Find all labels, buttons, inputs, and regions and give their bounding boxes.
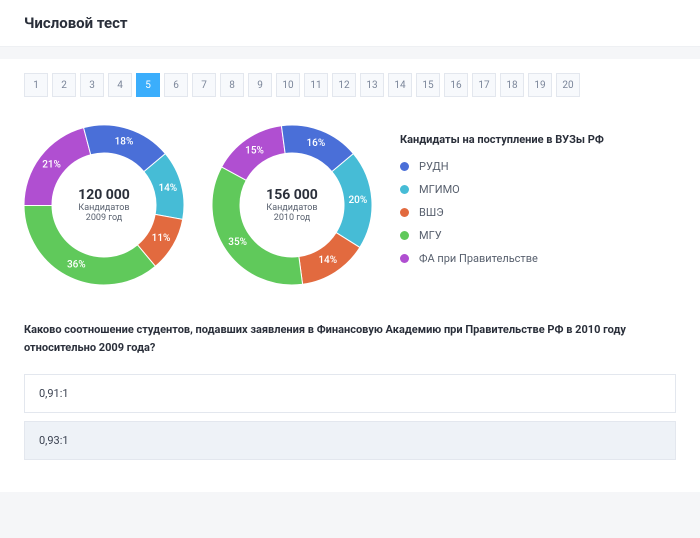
page-title: Числовой тест xyxy=(24,14,676,32)
question-pager: 1234567891011121314151617181920 xyxy=(24,73,676,97)
pager-item-3[interactable]: 3 xyxy=(80,73,104,97)
legend-label: РУДН xyxy=(419,160,449,173)
question-text: Каково соотношение студентов, подавших з… xyxy=(24,321,676,356)
pager-item-1[interactable]: 1 xyxy=(24,73,48,97)
legend-item-0: РУДН xyxy=(400,160,676,173)
pager-item-17[interactable]: 17 xyxy=(472,73,496,97)
legend-label: ФА при Правительстве xyxy=(419,252,538,265)
pager-item-5[interactable]: 5 xyxy=(136,73,160,97)
charts-row: 14%11%36%21%18% 120 000 Кандидатов 2009 … xyxy=(24,125,676,285)
legend-item-3: МГУ xyxy=(400,229,676,242)
legend-item-2: ВШЭ xyxy=(400,206,676,219)
pager-item-9[interactable]: 9 xyxy=(248,73,272,97)
legend-label: ВШЭ xyxy=(419,206,444,219)
legend-title: Кандидаты на поступление в ВУЗы РФ xyxy=(400,133,676,146)
slice-label: 14% xyxy=(158,183,177,194)
pager-item-19[interactable]: 19 xyxy=(528,73,552,97)
legend-item-4: ФА при Правительстве xyxy=(400,252,676,265)
pager-item-2[interactable]: 2 xyxy=(52,73,76,97)
legend-dot-icon xyxy=(400,254,409,263)
chart-legend: Кандидаты на поступление в ВУЗы РФ РУДН М… xyxy=(400,125,676,275)
page-header: Числовой тест xyxy=(0,0,700,47)
legend-label: МГУ xyxy=(419,229,442,242)
pager-item-8[interactable]: 8 xyxy=(220,73,244,97)
slice-label: 20% xyxy=(348,195,367,206)
donut-slice xyxy=(212,167,303,285)
pager-item-11[interactable]: 11 xyxy=(304,73,328,97)
slice-label: 16% xyxy=(307,138,326,149)
slice-label: 15% xyxy=(245,145,264,156)
pager-item-18[interactable]: 18 xyxy=(500,73,524,97)
pager-item-15[interactable]: 15 xyxy=(416,73,440,97)
slice-label: 18% xyxy=(115,137,134,148)
donut-slice xyxy=(24,205,155,285)
pager-item-20[interactable]: 20 xyxy=(556,73,580,97)
pager-item-14[interactable]: 14 xyxy=(388,73,412,97)
pager-item-12[interactable]: 12 xyxy=(332,73,356,97)
pager-item-13[interactable]: 13 xyxy=(360,73,384,97)
slice-label: 21% xyxy=(42,160,61,171)
answer-option-0[interactable]: 0,91:1 xyxy=(24,374,676,413)
legend-dot-icon xyxy=(400,162,409,171)
pager-item-7[interactable]: 7 xyxy=(192,73,216,97)
legend-label: МГИМО xyxy=(419,183,460,196)
donut-chart-2010: 20%14%35%15%16% 156 000 Кандидатов 2010 … xyxy=(212,125,372,285)
legend-dot-icon xyxy=(400,185,409,194)
answer-option-1[interactable]: 0,93:1 xyxy=(24,421,676,460)
slice-label: 36% xyxy=(67,260,86,271)
donut-chart-2009: 14%11%36%21%18% 120 000 Кандидатов 2009 … xyxy=(24,125,184,285)
answers-list: 0,91:1 0,93:1 xyxy=(24,374,676,460)
legend-dot-icon xyxy=(400,208,409,217)
slice-label: 14% xyxy=(318,255,337,266)
legend-item-1: МГИМО xyxy=(400,183,676,196)
slice-label: 11% xyxy=(152,233,171,244)
pager-item-16[interactable]: 16 xyxy=(444,73,468,97)
pager-item-10[interactable]: 10 xyxy=(276,73,300,97)
pager-item-6[interactable]: 6 xyxy=(164,73,188,97)
legend-dot-icon xyxy=(400,231,409,240)
content-area: 1234567891011121314151617181920 14%11%36… xyxy=(0,59,700,492)
pager-item-4[interactable]: 4 xyxy=(108,73,132,97)
slice-label: 35% xyxy=(228,237,247,248)
